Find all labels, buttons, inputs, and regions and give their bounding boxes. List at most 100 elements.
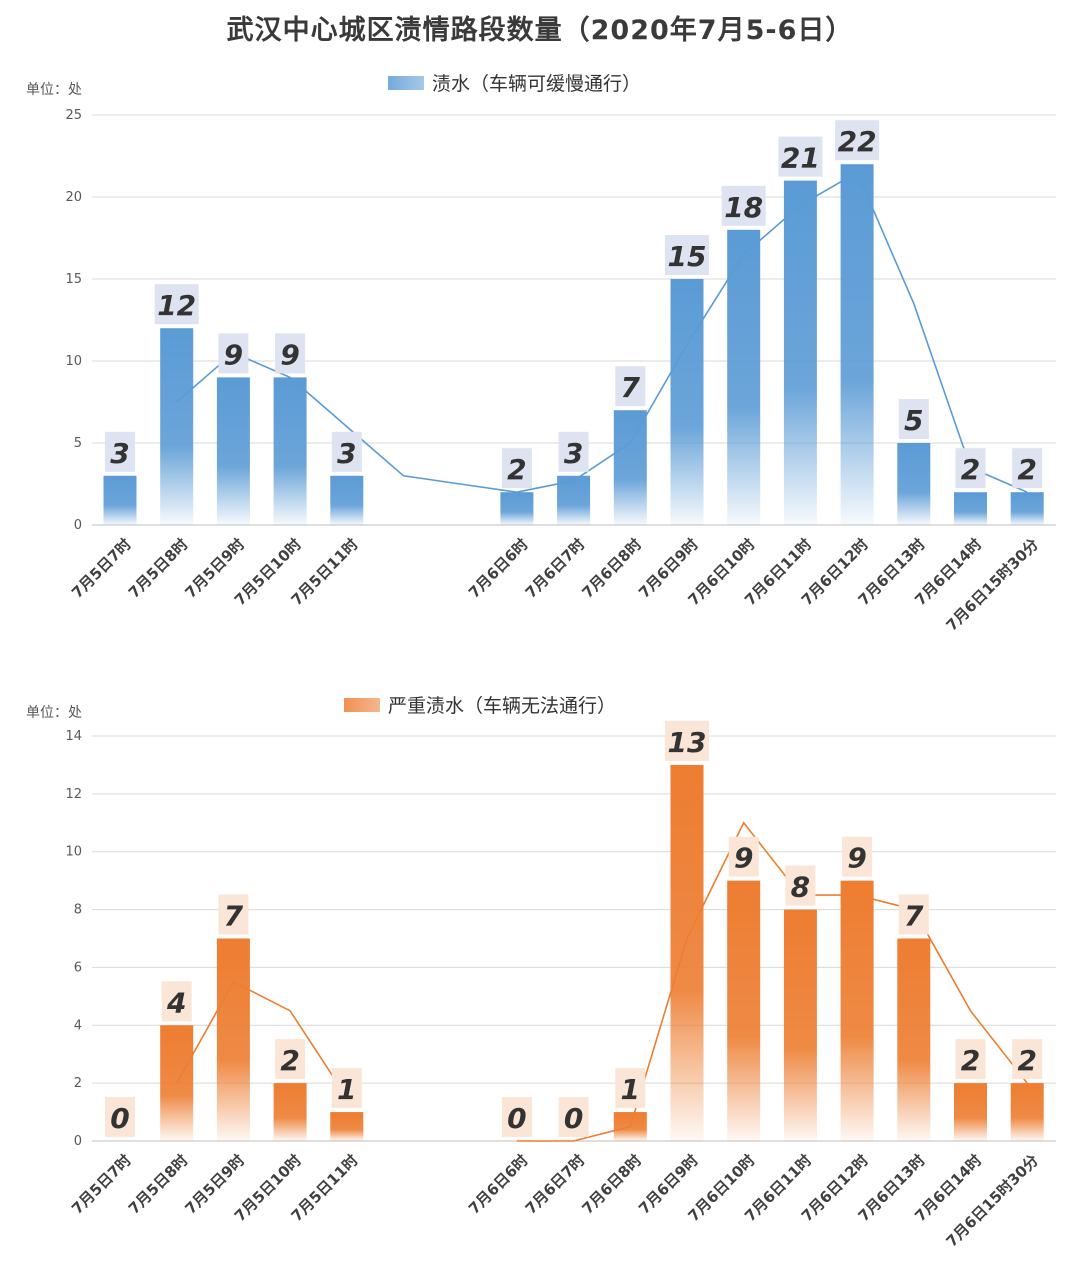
x-tick-label: 7月5日7时 — [68, 535, 135, 602]
data-label: 3 — [558, 431, 589, 472]
data-label: 21 — [778, 136, 823, 177]
data-label: 2 — [501, 448, 532, 489]
legend: 渍水（车辆可缓慢通行） — [388, 73, 641, 95]
y-tick-label: 15 — [65, 272, 82, 287]
trend-line — [176, 821, 1028, 1142]
bar — [670, 279, 704, 525]
x-tick-label: 7月6日7时 — [522, 535, 589, 602]
data-label-bg — [501, 1097, 532, 1137]
data-label-text: 7 — [224, 900, 244, 933]
data-label-bg — [898, 894, 929, 935]
data-label-bg — [835, 120, 880, 161]
y-tick-label: 2 — [74, 1076, 82, 1091]
data-label-bg — [558, 1097, 589, 1137]
data-label: 7 — [615, 366, 646, 407]
bar — [840, 880, 874, 1141]
data-label-bg — [1012, 448, 1043, 489]
legend-label: 严重渍水（车辆无法通行） — [388, 695, 616, 717]
data-label-text: 1 — [337, 1073, 356, 1106]
data-label: 12 — [154, 284, 199, 325]
data-label-bg — [275, 333, 306, 374]
data-label: 3 — [331, 431, 362, 472]
data-label-bg — [105, 1097, 135, 1137]
data-label: 0 — [558, 1097, 589, 1137]
data-label-text: 0 — [507, 1102, 526, 1135]
data-label-bg — [955, 448, 986, 489]
legend-swatch — [388, 76, 424, 90]
data-label-bg — [842, 836, 873, 877]
bar — [103, 475, 137, 525]
y-tick-label: 20 — [65, 190, 82, 205]
bar — [160, 328, 194, 525]
data-label-bg — [1012, 1039, 1043, 1080]
data-label-text: 2 — [1017, 1044, 1036, 1077]
data-label: 2 — [275, 1039, 306, 1080]
bar — [330, 1112, 364, 1141]
bar — [897, 443, 931, 525]
x-tick-label: 7月6日8时 — [578, 1151, 645, 1218]
bar — [613, 410, 647, 525]
data-label: 2 — [1012, 1039, 1043, 1080]
data-label-text: 13 — [668, 726, 707, 759]
x-tick-label: 7月6日8时 — [578, 535, 645, 602]
data-label-text: 15 — [668, 240, 707, 273]
data-label-text: 0 — [110, 1102, 129, 1135]
data-label: 4 — [161, 981, 192, 1022]
bar — [216, 377, 250, 525]
data-label: 18 — [721, 185, 766, 226]
data-label-bg — [154, 284, 199, 325]
data-label-text: 2 — [280, 1044, 299, 1077]
data-label-bg — [778, 136, 823, 177]
data-label: 1 — [615, 1068, 646, 1109]
unit-label: 单位：处 — [26, 82, 82, 98]
data-label: 0 — [501, 1097, 532, 1137]
data-label-text: 9 — [734, 842, 753, 875]
data-label-bg — [218, 894, 249, 935]
data-label-bg — [501, 448, 532, 489]
x-tick-label: 7月6日6时 — [465, 535, 532, 602]
legend-label: 渍水（车辆可缓慢通行） — [432, 73, 641, 95]
bar — [727, 880, 761, 1141]
x-tick-label: 7月6日6时 — [465, 1151, 532, 1218]
data-label-text: 2 — [961, 453, 980, 486]
data-label-text: 0 — [564, 1102, 583, 1135]
bar — [216, 938, 250, 1141]
data-label-bg — [785, 865, 816, 906]
data-label: 13 — [665, 720, 709, 761]
data-label: 0 — [105, 1097, 135, 1137]
y-tick-label: 14 — [65, 729, 82, 744]
data-label: 1 — [331, 1068, 362, 1109]
bar — [783, 909, 817, 1141]
data-label-text: 4 — [166, 986, 186, 1019]
data-label: 2 — [955, 448, 986, 489]
bar — [954, 1083, 987, 1141]
bar — [840, 164, 874, 525]
y-tick-label: 0 — [74, 518, 82, 533]
y-tick-label: 6 — [74, 960, 82, 975]
data-label: 22 — [835, 120, 880, 161]
bar — [670, 764, 704, 1141]
bar — [500, 492, 534, 525]
data-label-bg — [955, 1039, 986, 1080]
data-label-bg — [665, 720, 709, 761]
bar — [1010, 492, 1044, 525]
data-label: 15 — [665, 235, 709, 275]
data-label-text: 3 — [110, 437, 129, 470]
data-label-text: 7 — [904, 900, 924, 933]
data-label-text: 18 — [724, 191, 763, 224]
x-tick-label: 7月5日8时 — [125, 1151, 192, 1218]
bar — [273, 377, 307, 525]
bar — [954, 492, 987, 525]
data-label-text: 3 — [337, 437, 356, 470]
unit-label: 单位：处 — [26, 705, 82, 721]
x-tick-label: 7月5日7时 — [68, 1151, 135, 1218]
y-tick-label: 4 — [74, 1018, 82, 1033]
y-tick-label: 12 — [65, 787, 82, 802]
data-label-text: 8 — [791, 871, 810, 904]
data-label-bg — [898, 399, 929, 439]
page-title: 武汉中心城区渍情路段数量（2020年7月5-6日） — [226, 15, 854, 46]
x-tick-label: 7月6日7时 — [522, 1151, 589, 1218]
data-label-text: 2 — [1017, 453, 1036, 486]
data-label-text: 2 — [507, 453, 526, 486]
